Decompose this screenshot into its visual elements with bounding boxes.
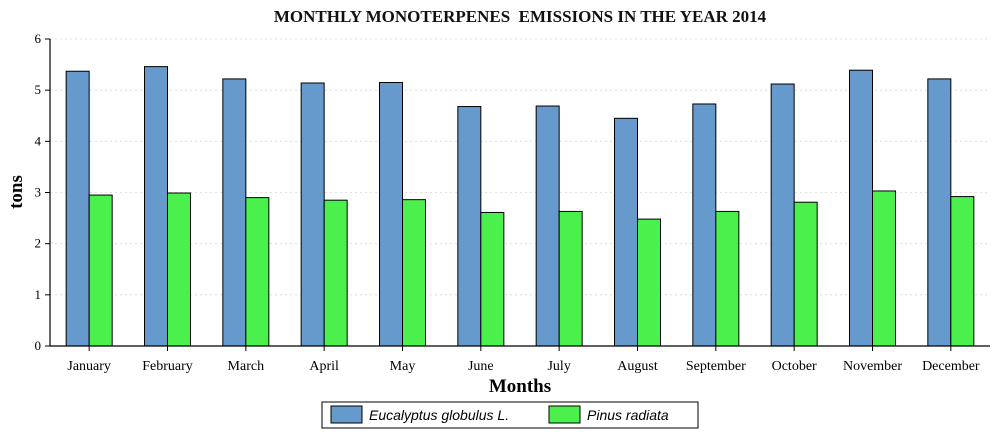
y-tick-label: 6 — [35, 31, 42, 46]
x-tick-label: August — [617, 359, 658, 374]
legend: Eucalyptus globulus L. Pinus radiata — [321, 401, 699, 429]
y-tick-label: 0 — [35, 338, 42, 353]
y-axis-ticks: 0 1 2 3 4 5 6 — [35, 31, 50, 353]
y-tick-label: 3 — [35, 185, 42, 200]
x-tick-label: February — [142, 359, 193, 374]
bar — [88, 194, 113, 347]
x-tick-label: June — [468, 359, 494, 374]
bar — [558, 210, 583, 347]
y-tick-label: 2 — [35, 236, 42, 251]
y-tick-label: 4 — [35, 133, 42, 148]
bar — [950, 196, 975, 347]
x-tick-label: September — [686, 359, 746, 374]
x-tick-label: October — [772, 359, 817, 374]
y-tick-label: 1 — [35, 287, 42, 302]
bar — [770, 83, 795, 347]
legend-swatch-eucalyptus — [330, 405, 363, 424]
bar — [793, 201, 818, 347]
grid — [50, 38, 990, 296]
chart-title: MONTHLY MONOTERPENES EMISSIONS IN THE YE… — [274, 7, 767, 26]
bar — [872, 190, 896, 347]
bar — [715, 210, 740, 347]
legend-frame — [321, 401, 699, 429]
bar — [480, 211, 505, 347]
bar — [245, 197, 270, 347]
x-axis-ticks: January February March April May June July Augu… — [67, 346, 980, 374]
bar — [144, 66, 168, 347]
bar — [457, 106, 482, 347]
x-tick-label: March — [228, 359, 265, 374]
bar — [535, 105, 560, 347]
bar — [379, 81, 403, 347]
legend-label-pinus: Pinus radiata — [587, 407, 669, 423]
x-tick-label: July — [547, 359, 570, 374]
bar — [300, 82, 325, 347]
y-axis-label: tons — [6, 175, 27, 209]
legend-swatch-pinus — [548, 405, 581, 424]
bar — [222, 78, 247, 347]
bar — [692, 103, 717, 347]
x-axis-label: Months — [489, 376, 551, 397]
x-tick-label: November — [843, 359, 902, 374]
bar — [402, 199, 426, 347]
bar — [637, 218, 661, 347]
x-tick-label: April — [309, 359, 339, 374]
bar — [927, 78, 952, 347]
x-tick-label: May — [390, 359, 416, 374]
y-tick-label: 5 — [35, 82, 42, 97]
bar — [65, 70, 90, 347]
bar — [167, 192, 191, 347]
legend-label-eucalyptus: Eucalyptus globulus L. — [369, 407, 509, 423]
bars — [65, 66, 975, 347]
bar — [849, 69, 873, 347]
bar — [614, 117, 638, 347]
bar — [323, 199, 348, 347]
x-tick-label: December — [922, 359, 980, 374]
x-tick-label: January — [67, 359, 111, 374]
